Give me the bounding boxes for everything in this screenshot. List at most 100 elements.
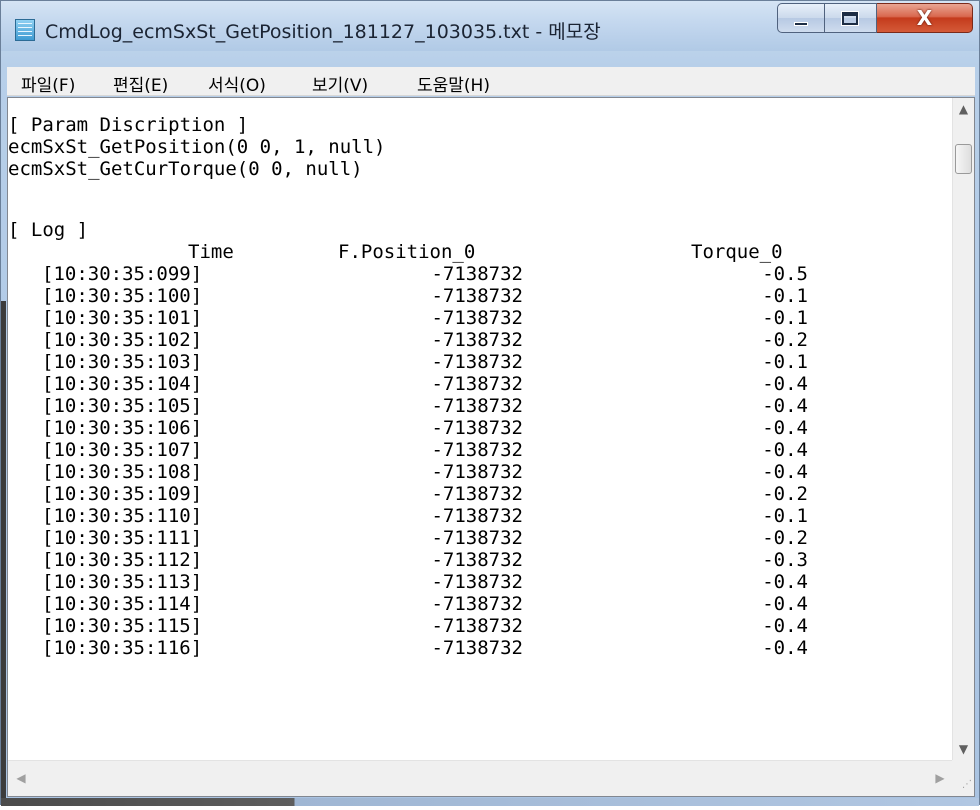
log-header: [ Log ]	[8, 219, 89, 241]
scroll-thumb[interactable]	[955, 144, 972, 174]
column-torque: Torque_0	[691, 241, 783, 263]
maximize-button[interactable]	[825, 3, 877, 33]
param-line: ecmSxSt_GetPosition(0 0, 1, null)	[8, 136, 386, 158]
close-icon: X	[916, 6, 933, 30]
menu-view[interactable]: 보기(V)	[312, 76, 369, 96]
log-row: [10:30:35:103] -7138732 -0.1	[8, 351, 908, 373]
column-position: F.Position_0	[338, 241, 476, 263]
log-torque: -0.4	[762, 439, 808, 461]
log-time: [10:30:35:103]	[42, 351, 203, 373]
log-time: [10:30:35:101]	[42, 307, 203, 329]
log-row: [10:30:35:112] -7138732 -0.3	[8, 549, 908, 571]
log-torque: -0.5	[762, 263, 808, 285]
param-header: [ Param Discription ]	[8, 114, 249, 136]
log-row: [10:30:35:113] -7138732 -0.4	[8, 571, 908, 593]
log-torque: -0.2	[762, 483, 808, 505]
caption-buttons: X	[777, 3, 973, 33]
log-torque: -0.4	[762, 637, 808, 659]
log-position: -7138732	[431, 505, 523, 527]
log-position: -7138732	[431, 483, 523, 505]
log-position: -7138732	[431, 351, 523, 373]
log-position: -7138732	[431, 461, 523, 483]
log-time: [10:30:35:116]	[42, 637, 203, 659]
log-position: -7138732	[431, 615, 523, 637]
menu-edit[interactable]: 편집(E)	[113, 76, 169, 96]
log-time: [10:30:35:114]	[42, 593, 203, 615]
menu-help[interactable]: 도움말(H)	[417, 76, 490, 96]
log-torque: -0.4	[762, 417, 808, 439]
log-position: -7138732	[431, 417, 523, 439]
menu-format[interactable]: 서식(O)	[208, 76, 266, 96]
text-editor[interactable]: [ Param Discription ] ecmSxSt_GetPositio…	[7, 97, 975, 797]
log-position: -7138732	[431, 395, 523, 417]
column-time: Time	[188, 241, 234, 263]
log-position: -7138732	[431, 571, 523, 593]
arrow-up-icon[interactable]: ▲	[958, 102, 969, 116]
log-torque: -0.2	[762, 329, 808, 351]
log-position: -7138732	[431, 307, 523, 329]
log-column-header: Time F.Position_0 Torque_0	[8, 241, 908, 263]
log-position: -7138732	[431, 637, 523, 659]
log-time: [10:30:35:105]	[42, 395, 203, 417]
horizontal-scrollbar[interactable]: ◀ ▶	[8, 760, 953, 796]
menu-file[interactable]: 파일(F)	[21, 76, 76, 96]
log-time: [10:30:35:113]	[42, 571, 203, 593]
log-row: [10:30:35:114] -7138732 -0.4	[8, 593, 908, 615]
log-row: [10:30:35:115] -7138732 -0.4	[8, 615, 908, 637]
log-time: [10:30:35:099]	[42, 263, 203, 285]
log-torque: -0.2	[762, 527, 808, 549]
minimize-button[interactable]	[777, 3, 825, 33]
log-row: [10:30:35:104] -7138732 -0.4	[8, 373, 908, 395]
resize-grip-icon[interactable]: ⋰	[952, 760, 974, 796]
log-position: -7138732	[431, 263, 523, 285]
log-time: [10:30:35:102]	[42, 329, 203, 351]
log-position: -7138732	[431, 527, 523, 549]
log-torque: -0.4	[762, 461, 808, 483]
log-position: -7138732	[431, 439, 523, 461]
log-time: [10:30:35:106]	[42, 417, 203, 439]
log-torque: -0.1	[762, 505, 808, 527]
log-torque: -0.1	[762, 351, 808, 373]
log-position: -7138732	[431, 329, 523, 351]
log-torque: -0.4	[762, 593, 808, 615]
log-torque: -0.1	[762, 285, 808, 307]
log-row: [10:30:35:110] -7138732 -0.1	[8, 505, 908, 527]
arrow-left-icon[interactable]: ◀	[16, 771, 26, 785]
log-torque: -0.4	[762, 615, 808, 637]
log-row: [10:30:35:105] -7138732 -0.4	[8, 395, 908, 417]
log-time: [10:30:35:109]	[42, 483, 203, 505]
log-row: [10:30:35:099] -7138732 -0.5	[8, 263, 908, 285]
log-row: [10:30:35:100] -7138732 -0.1	[8, 285, 908, 307]
log-row: [10:30:35:107] -7138732 -0.4	[8, 439, 908, 461]
log-row: [10:30:35:106] -7138732 -0.4	[8, 417, 908, 439]
log-time: [10:30:35:110]	[42, 505, 203, 527]
log-row: [10:30:35:101] -7138732 -0.1	[8, 307, 908, 329]
log-time: [10:30:35:104]	[42, 373, 203, 395]
log-torque: -0.3	[762, 549, 808, 571]
text-content[interactable]: [ Param Discription ] ecmSxSt_GetPositio…	[8, 98, 953, 760]
log-time: [10:30:35:100]	[42, 285, 203, 307]
close-button[interactable]: X	[877, 3, 973, 33]
window-title: CmdLog_ecmSxSt_GetPosition_181127_103035…	[45, 21, 601, 43]
log-row: [10:30:35:116] -7138732 -0.4	[8, 637, 908, 659]
log-position: -7138732	[431, 285, 523, 307]
maximize-icon	[842, 12, 858, 25]
title-bar[interactable]: CmdLog_ecmSxSt_GetPosition_181127_103035…	[1, 1, 979, 51]
log-time: [10:30:35:112]	[42, 549, 203, 571]
arrow-right-icon[interactable]: ▶	[935, 771, 945, 785]
log-row: [10:30:35:111] -7138732 -0.2	[8, 527, 908, 549]
notepad-icon[interactable]	[15, 19, 35, 41]
vertical-scrollbar[interactable]: ▲ ▼	[952, 98, 974, 760]
param-line: ecmSxSt_GetCurTorque(0 0, null)	[8, 158, 363, 180]
log-row: [10:30:35:102] -7138732 -0.2	[8, 329, 908, 351]
log-torque: -0.4	[762, 571, 808, 593]
log-torque: -0.4	[762, 373, 808, 395]
window-edge	[1, 301, 6, 801]
log-time: [10:30:35:115]	[42, 615, 203, 637]
log-row: [10:30:35:109] -7138732 -0.2	[8, 483, 908, 505]
log-position: -7138732	[431, 373, 523, 395]
menu-bar: 파일(F) 편집(E) 서식(O) 보기(V) 도움말(H)	[7, 67, 975, 96]
minimize-icon	[794, 22, 808, 26]
arrow-down-icon[interactable]: ▼	[958, 742, 969, 756]
